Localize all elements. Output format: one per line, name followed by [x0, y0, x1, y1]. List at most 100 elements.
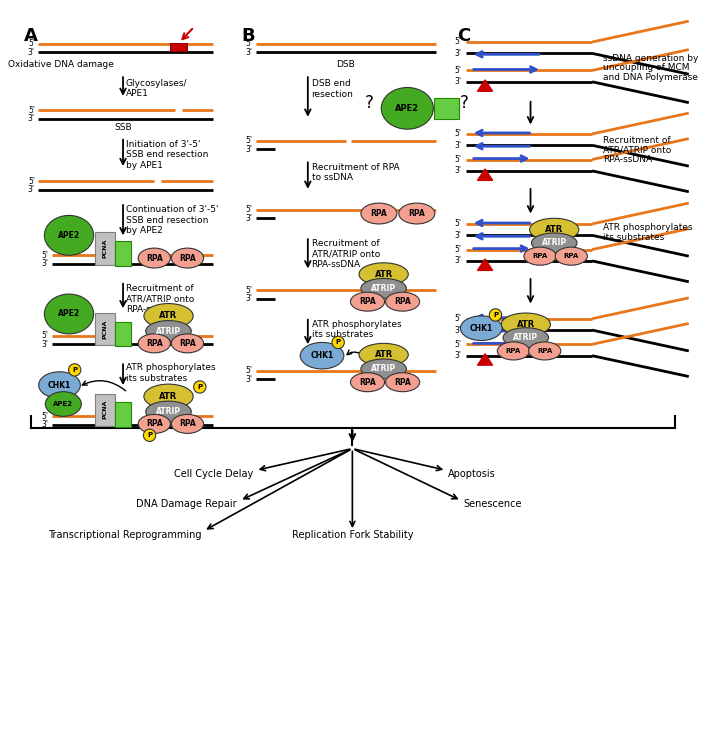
Ellipse shape	[44, 294, 94, 334]
Text: RPA: RPA	[537, 348, 553, 354]
Text: RPA-ssDNA: RPA-ssDNA	[312, 261, 361, 269]
Text: 5': 5'	[454, 314, 461, 323]
Text: RPA: RPA	[179, 254, 196, 263]
Ellipse shape	[172, 334, 204, 353]
Text: 3': 3'	[246, 375, 253, 384]
Text: Apoptosis: Apoptosis	[448, 469, 495, 479]
Text: RPA: RPA	[394, 378, 411, 386]
Text: RPA: RPA	[146, 420, 163, 428]
Text: APE2: APE2	[395, 104, 420, 113]
Text: 3': 3'	[454, 49, 461, 58]
Text: 3': 3'	[454, 231, 461, 240]
Text: ATRIP: ATRIP	[371, 364, 396, 373]
Text: its substrates: its substrates	[603, 233, 665, 241]
Text: ATR: ATR	[159, 392, 177, 401]
Ellipse shape	[501, 313, 551, 336]
Text: 5': 5'	[454, 38, 461, 46]
Ellipse shape	[359, 344, 408, 366]
Text: RPA: RPA	[179, 339, 196, 348]
Text: 5': 5'	[41, 412, 48, 421]
FancyBboxPatch shape	[115, 402, 131, 427]
Text: RPA-ssDNA: RPA-ssDNA	[603, 155, 653, 164]
Text: by APE1: by APE1	[126, 160, 163, 170]
Text: ATR: ATR	[545, 225, 563, 234]
Ellipse shape	[138, 334, 170, 353]
Text: P: P	[72, 367, 77, 373]
Text: APE2: APE2	[54, 401, 74, 407]
Text: CHK1: CHK1	[48, 381, 72, 389]
Text: B: B	[242, 26, 255, 45]
Ellipse shape	[350, 292, 385, 311]
Text: RPA: RPA	[506, 348, 521, 354]
Text: Glycosylases/: Glycosylases/	[126, 79, 187, 88]
Text: 5': 5'	[454, 340, 461, 349]
Text: 3': 3'	[454, 256, 461, 266]
Text: PCNA: PCNA	[102, 319, 107, 339]
Text: PCNA: PCNA	[102, 400, 107, 420]
Text: 5': 5'	[246, 286, 253, 295]
Text: SSB end resection: SSB end resection	[126, 150, 208, 159]
Ellipse shape	[361, 203, 397, 224]
Text: ATR/ATRIP onto: ATR/ATRIP onto	[312, 250, 380, 259]
Ellipse shape	[146, 321, 191, 342]
Polygon shape	[478, 169, 493, 180]
Text: ?: ?	[460, 93, 468, 112]
Text: ATRIP: ATRIP	[156, 327, 181, 336]
Text: APE2: APE2	[58, 309, 80, 319]
Polygon shape	[478, 354, 493, 365]
FancyBboxPatch shape	[94, 233, 115, 265]
Text: 3': 3'	[454, 166, 461, 175]
Text: ATR: ATR	[517, 320, 535, 329]
Ellipse shape	[300, 342, 344, 369]
Ellipse shape	[138, 248, 170, 268]
FancyBboxPatch shape	[115, 241, 131, 266]
Text: Transcriptional Reprogramming: Transcriptional Reprogramming	[48, 530, 202, 539]
Text: 3': 3'	[454, 325, 461, 335]
Ellipse shape	[399, 203, 435, 224]
Text: RPA: RPA	[408, 209, 425, 218]
Text: its substrates: its substrates	[312, 330, 373, 339]
Text: ssDNA generation by: ssDNA generation by	[603, 54, 699, 63]
Text: 3': 3'	[246, 144, 253, 154]
Text: 3': 3'	[41, 259, 48, 268]
Text: DSB end: DSB end	[312, 79, 350, 88]
Text: 3': 3'	[246, 48, 253, 57]
Text: SSB end resection: SSB end resection	[126, 216, 208, 224]
Ellipse shape	[172, 248, 204, 268]
Ellipse shape	[498, 342, 530, 360]
Text: 3': 3'	[41, 420, 48, 429]
Ellipse shape	[503, 328, 548, 347]
Ellipse shape	[138, 414, 170, 434]
Text: 5': 5'	[246, 40, 253, 49]
Text: ATRIP: ATRIP	[371, 284, 396, 293]
Text: RPA: RPA	[359, 378, 376, 386]
Text: RPA: RPA	[563, 253, 579, 259]
Ellipse shape	[528, 342, 561, 360]
Text: Recruitment of: Recruitment of	[603, 136, 671, 145]
Text: P: P	[493, 312, 498, 318]
Text: PCNA: PCNA	[102, 239, 107, 258]
Text: Cell Cycle Delay: Cell Cycle Delay	[174, 469, 253, 479]
Polygon shape	[478, 259, 493, 270]
Ellipse shape	[489, 309, 502, 321]
Text: ATR/ATRIP onto: ATR/ATRIP onto	[126, 294, 194, 303]
Text: RPA: RPA	[179, 420, 196, 428]
Text: 5': 5'	[454, 130, 461, 138]
Text: 5': 5'	[41, 331, 48, 340]
Text: 5': 5'	[28, 40, 35, 49]
Text: ATR/ATRIP onto: ATR/ATRIP onto	[603, 146, 672, 155]
Text: 3': 3'	[454, 141, 461, 150]
Text: 3': 3'	[454, 77, 461, 86]
Text: 3': 3'	[28, 114, 35, 123]
Ellipse shape	[350, 372, 385, 392]
Text: ATR: ATR	[375, 269, 393, 279]
Ellipse shape	[555, 247, 588, 265]
Text: DNA Damage Repair: DNA Damage Repair	[136, 500, 237, 509]
Text: RPA: RPA	[533, 253, 548, 259]
Text: RPA: RPA	[146, 339, 163, 348]
Text: uncoupling of MCM: uncoupling of MCM	[603, 63, 690, 72]
Text: CHK1: CHK1	[470, 324, 493, 333]
Ellipse shape	[172, 414, 204, 434]
Ellipse shape	[194, 381, 206, 393]
Text: 3': 3'	[28, 185, 35, 194]
